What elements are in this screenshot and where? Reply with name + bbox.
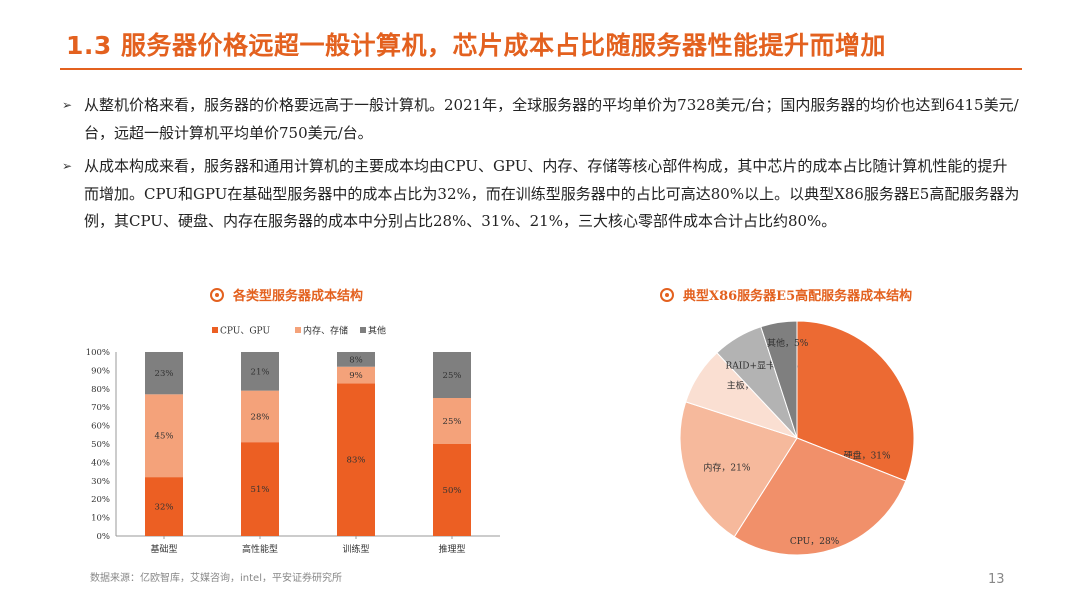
y-tick-label: 10% bbox=[91, 514, 110, 524]
y-tick-label: 100% bbox=[86, 348, 110, 358]
pie-slice-label: 其他，5% bbox=[767, 337, 809, 349]
bar-segment-3-0 bbox=[433, 444, 471, 536]
y-tick-label: 70% bbox=[91, 403, 110, 413]
pie-chart: 硬盘，31%CPU，28%内存，21%主板，8%RAID+显卡，7%其他，5% bbox=[679, 320, 915, 556]
page-number: 13 bbox=[988, 572, 1005, 587]
y-tick-label: 20% bbox=[91, 495, 110, 505]
bar-segment-2-1 bbox=[337, 366, 375, 384]
bar-segment-3-1 bbox=[433, 398, 471, 444]
legend-swatch-0 bbox=[212, 327, 218, 333]
legend-label-1: 内存、存储 bbox=[303, 325, 348, 337]
bar-segment-1-1 bbox=[241, 390, 279, 443]
bar-chart-heading: 各类型服务器成本结构 bbox=[210, 285, 363, 304]
bar-data-label: 9% bbox=[349, 371, 363, 381]
title-divider bbox=[60, 68, 1022, 70]
y-tick-label: 40% bbox=[91, 458, 110, 468]
pie-slice-1 bbox=[733, 437, 907, 556]
x-tick-label: 推理型 bbox=[438, 543, 465, 555]
legend-swatch-2 bbox=[360, 327, 366, 333]
x-tick-label: 基础型 bbox=[150, 543, 177, 555]
bar-segment-0-0 bbox=[145, 477, 183, 536]
x-tick-label: 训练型 bbox=[342, 543, 369, 555]
arrow-bullet-icon: ➢ bbox=[62, 159, 73, 173]
y-tick-label: 90% bbox=[91, 366, 110, 376]
legend-swatch-1 bbox=[295, 327, 301, 333]
bullet-price: ➢ 从整机价格来看，服务器的价格要远高于一般计算机。2021年，全球服务器的平均… bbox=[62, 92, 1022, 147]
x-tick-label: 高性能型 bbox=[242, 543, 278, 555]
bar-data-label: 25% bbox=[443, 417, 462, 427]
bar-data-label: 50% bbox=[443, 486, 462, 496]
bullet-text: 从整机价格来看，服务器的价格要远高于一般计算机。2021年，全球服务器的平均单价… bbox=[84, 96, 1019, 142]
y-tick-label: 80% bbox=[91, 385, 110, 395]
bar-data-label: 45% bbox=[155, 432, 174, 442]
bar-chart-title: 各类型服务器成本结构 bbox=[233, 289, 364, 304]
pie-slice-label: 硬盘，31% bbox=[844, 450, 891, 462]
legend-label-2: 其他 bbox=[368, 325, 386, 337]
target-icon bbox=[660, 287, 674, 302]
bar-segment-2-2 bbox=[337, 352, 375, 367]
arrow-bullet-icon: ➢ bbox=[62, 98, 73, 112]
bar-data-label: 25% bbox=[443, 371, 462, 381]
bar-data-label: 32% bbox=[155, 503, 174, 513]
pie-slice-label: 内存，21% bbox=[703, 461, 750, 473]
bar-data-label: 83% bbox=[347, 456, 366, 466]
y-tick-label: 30% bbox=[91, 477, 110, 487]
bar-segment-0-2 bbox=[145, 352, 183, 395]
y-tick-label: 50% bbox=[91, 440, 110, 450]
bar-chart: CPU、GPU 内存、存储 其他 0% 10% 20% 30% 40% 50% 60% 70% 80%… bbox=[86, 325, 500, 555]
pie-slice-label: CPU，28% bbox=[790, 537, 840, 547]
bar-data-label: 28% bbox=[251, 412, 270, 422]
y-tick-label: 60% bbox=[91, 422, 110, 432]
pie-slice-2 bbox=[679, 401, 798, 538]
bullet-text: 从成本构成来看，服务器和通用计算机的主要成本均由CPU、GPU、内存、存储等核心… bbox=[84, 157, 1020, 230]
bar-segment-0-1 bbox=[145, 394, 183, 478]
y-tick-label: 0% bbox=[97, 532, 111, 542]
bar-segment-3-2 bbox=[433, 352, 471, 398]
bar-segment-2-0 bbox=[337, 383, 375, 536]
legend-label-0: CPU、GPU bbox=[220, 327, 270, 337]
pie-slice-0 bbox=[796, 320, 915, 482]
bullet-list: ➢ 从整机价格来看，服务器的价格要远高于一般计算机。2021年，全球服务器的平均… bbox=[62, 92, 1022, 242]
bar-data-label: 23% bbox=[155, 369, 174, 379]
bar-data-label: 8% bbox=[349, 355, 363, 365]
bar-data-label: 51% bbox=[251, 485, 270, 495]
pie-chart-title: 典型X86服务器E5高配服务器成本结构 bbox=[683, 289, 913, 304]
pie-slice-5 bbox=[760, 320, 798, 439]
bar-segment-1-2 bbox=[241, 352, 279, 391]
bar-segment-1-0 bbox=[241, 442, 279, 536]
bar-data-label: 21% bbox=[251, 367, 270, 377]
bullet-cost: ➢ 从成本构成来看，服务器和通用计算机的主要成本均由CPU、GPU、内存、存储等… bbox=[62, 153, 1022, 236]
target-icon bbox=[210, 287, 224, 302]
data-source: 数据来源：亿欧智库，艾媒咨询，intel，平安证券研究所 bbox=[90, 573, 342, 584]
pie-chart-heading: 典型X86服务器E5高配服务器成本结构 bbox=[660, 285, 912, 304]
page-title: 1.3 服务器价格远超一般计算机，芯片成本占比随服务器性能提升而增加 bbox=[66, 31, 886, 60]
